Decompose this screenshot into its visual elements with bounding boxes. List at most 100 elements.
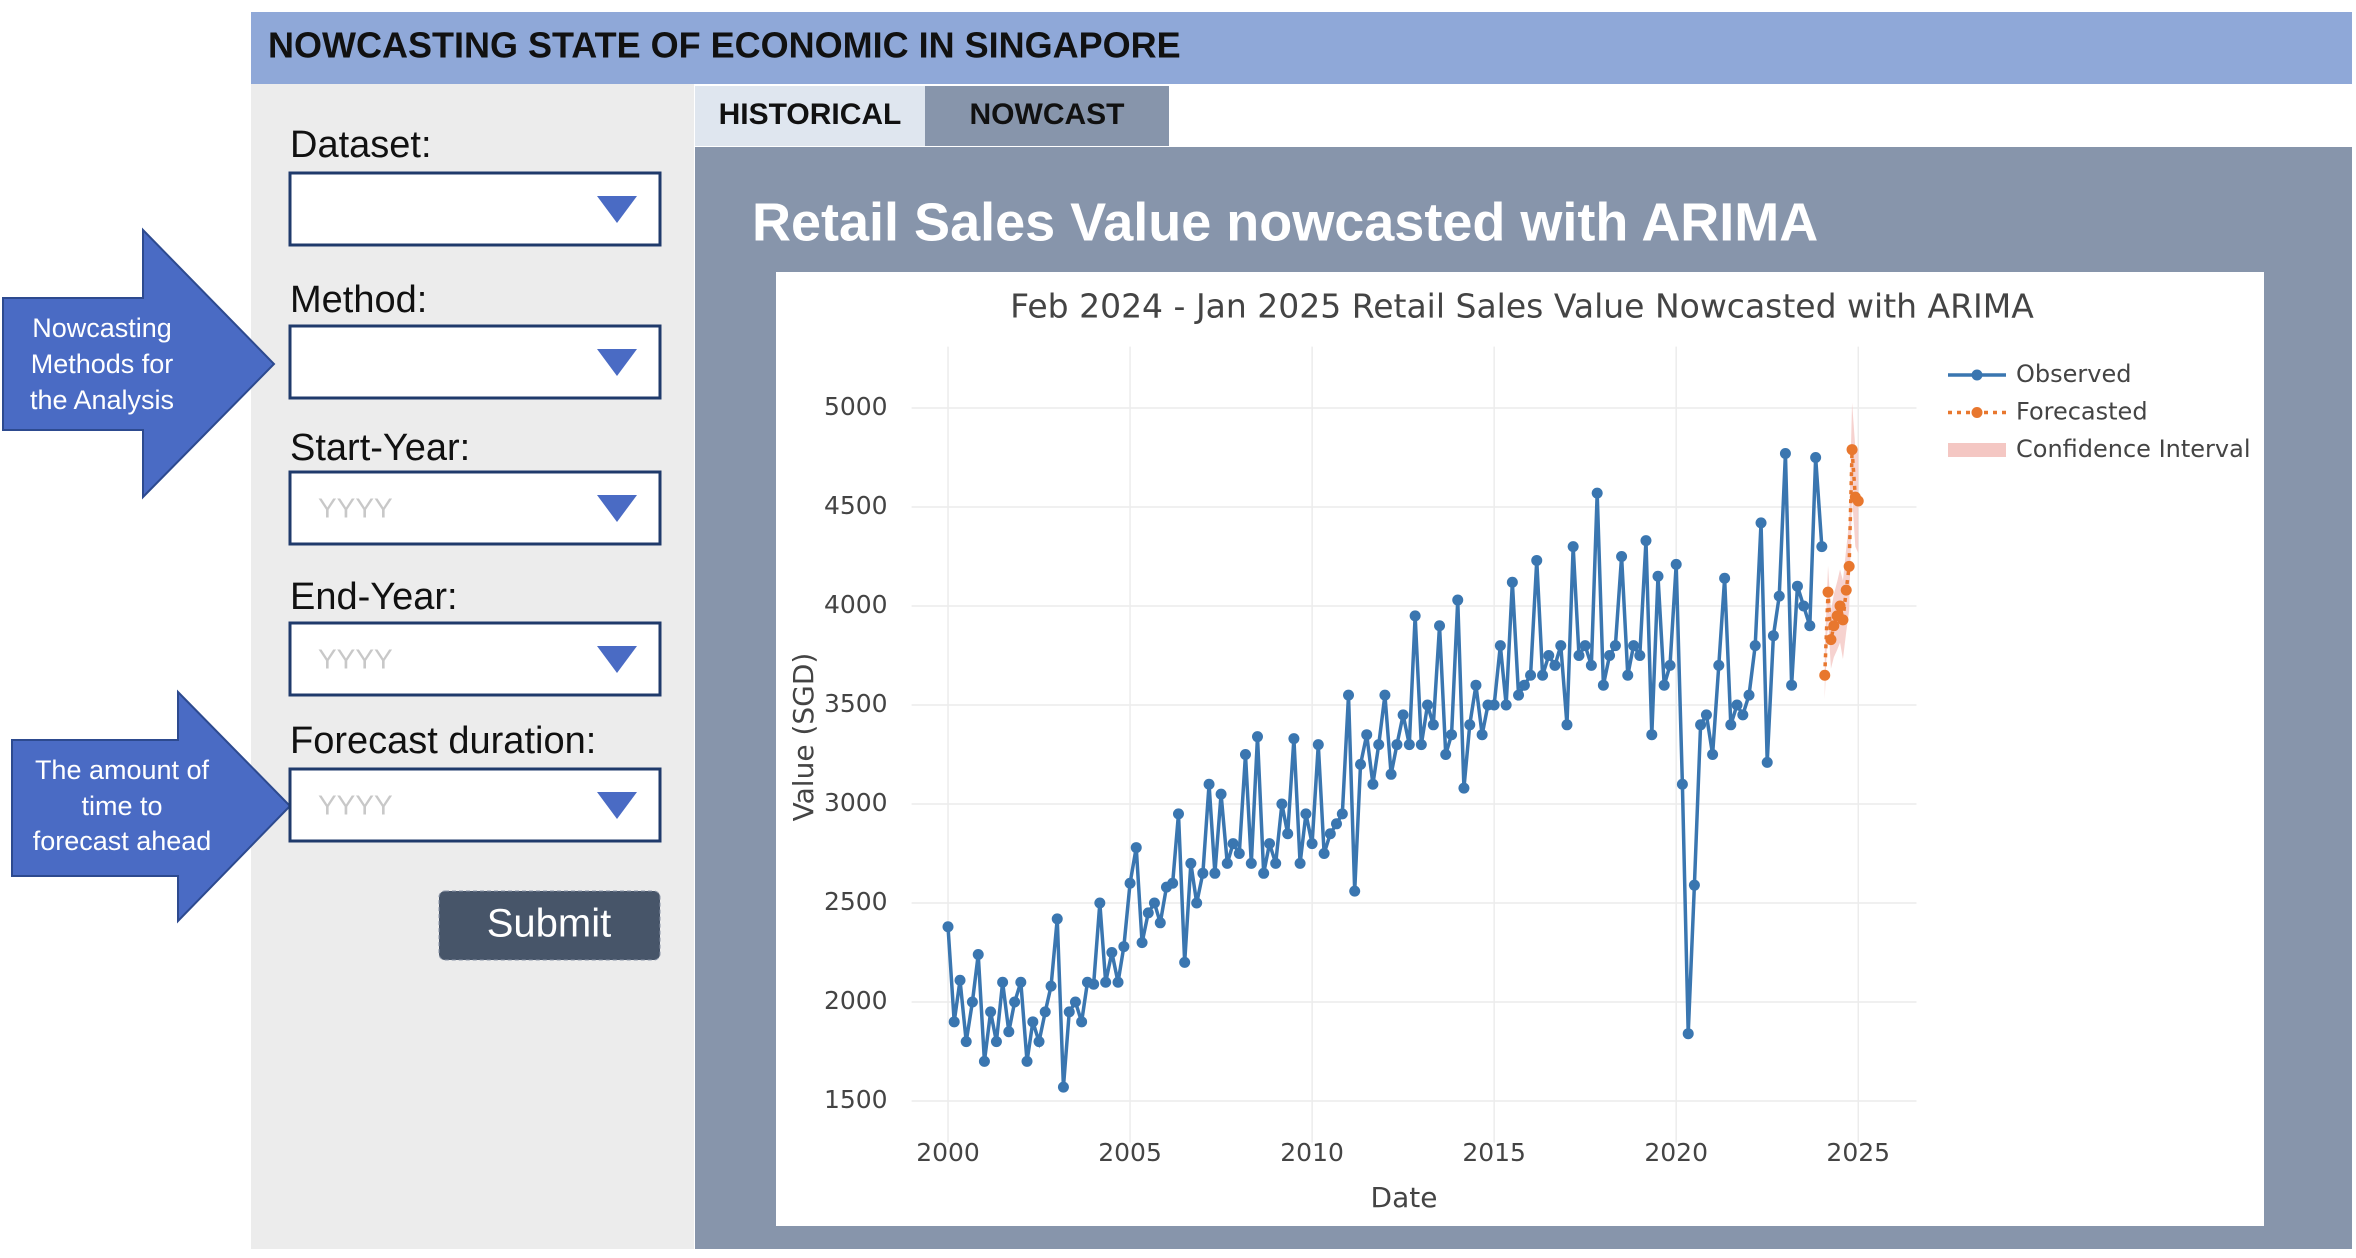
- data-point: [1779, 448, 1791, 460]
- data-point: [1221, 857, 1233, 869]
- data-point: [1676, 778, 1688, 790]
- data-point: [1731, 699, 1743, 711]
- dropdown-arrow[interactable]: [597, 792, 637, 819]
- y-axis-label: Value (SGD): [787, 653, 820, 822]
- data-point: [1258, 867, 1270, 879]
- data-point: [1567, 541, 1579, 553]
- data-point: [1658, 679, 1670, 691]
- tab-historical[interactable]: [695, 86, 925, 146]
- dropdown-arrow[interactable]: [597, 196, 637, 223]
- data-point: [1609, 640, 1621, 652]
- dropdown-arrow[interactable]: [597, 349, 637, 376]
- data-point: [1276, 798, 1288, 810]
- data-point: [1239, 749, 1251, 761]
- data-point: [1172, 808, 1184, 820]
- data-point: [1373, 739, 1385, 751]
- data-point: [960, 1036, 972, 1048]
- data-point: [1622, 669, 1634, 681]
- legend-marker: [1971, 369, 1983, 381]
- data-point: [1027, 1016, 1039, 1028]
- data-point: [1725, 719, 1737, 731]
- data-point: [1843, 560, 1855, 572]
- placeholder: YYYY: [318, 492, 393, 523]
- data-point: [1233, 848, 1245, 860]
- x-axis-label: Date: [1371, 1181, 1438, 1214]
- data-point: [1834, 600, 1846, 612]
- data-point: [1446, 729, 1458, 741]
- data-point: [1409, 610, 1421, 622]
- data-point: [1203, 778, 1215, 790]
- callout-text: the Analysis: [30, 385, 174, 415]
- data-point: [1185, 857, 1197, 869]
- dropdown[interactable]: [288, 767, 662, 843]
- data-point: [1179, 956, 1191, 968]
- y-tick-label: 4000: [824, 590, 888, 619]
- data-point: [1737, 709, 1749, 721]
- data-point: [1215, 788, 1227, 800]
- data-point: [1549, 659, 1561, 671]
- data-point: [1361, 729, 1373, 741]
- data-point: [1379, 689, 1391, 701]
- data-point: [1245, 857, 1257, 869]
- data-point: [1076, 1016, 1088, 1028]
- x-tick-label: 2015: [1462, 1138, 1526, 1167]
- x-tick-label: 2000: [916, 1138, 980, 1167]
- data-point: [1749, 640, 1761, 652]
- callout-arrow: [2, 227, 276, 500]
- data-point: [1154, 917, 1166, 929]
- header-bar: [251, 12, 2352, 84]
- tab-label[interactable]: NOWCAST: [970, 98, 1125, 131]
- data-point: [1494, 640, 1506, 652]
- data-point: [1840, 584, 1852, 596]
- data-point: [1500, 699, 1512, 711]
- data-point: [1828, 620, 1840, 632]
- data-point: [1300, 808, 1312, 820]
- tab-nowcast[interactable]: [925, 86, 1169, 146]
- y-tick-label: 5000: [824, 392, 888, 421]
- dropdown[interactable]: [288, 324, 662, 400]
- data-point: [1506, 576, 1518, 588]
- data-point: [1039, 1006, 1051, 1018]
- data-point: [985, 1006, 997, 1018]
- dropdown[interactable]: [288, 470, 662, 546]
- data-point: [997, 976, 1009, 988]
- callout-arrow: [11, 689, 292, 924]
- data-point: [1700, 709, 1712, 721]
- callout-text: forecast ahead: [33, 826, 212, 856]
- dropdown[interactable]: [288, 171, 662, 247]
- submit-label[interactable]: Submit: [487, 902, 612, 946]
- y-tick-label: 2000: [824, 986, 888, 1015]
- data-point: [1118, 941, 1130, 953]
- data-point: [1652, 570, 1664, 582]
- data-point: [1422, 699, 1434, 711]
- data-point: [1427, 719, 1439, 731]
- data-point: [1124, 877, 1136, 889]
- data-point: [1197, 867, 1209, 879]
- data-point: [1403, 739, 1415, 751]
- data-point: [1336, 808, 1348, 820]
- dropdown-arrow[interactable]: [597, 646, 637, 673]
- field-label: Method:: [290, 279, 427, 321]
- data-point: [1664, 659, 1676, 671]
- data-point: [1367, 778, 1379, 790]
- data-point: [1597, 679, 1609, 691]
- data-point: [1343, 689, 1355, 701]
- y-tick-label: 2500: [824, 887, 888, 916]
- data-point: [1616, 550, 1628, 562]
- tab-label[interactable]: HISTORICAL: [719, 98, 902, 131]
- data-point: [1591, 487, 1603, 499]
- data-point: [1719, 572, 1731, 584]
- dropdown-arrow[interactable]: [597, 495, 637, 522]
- data-point: [1167, 877, 1179, 889]
- legend-label: Confidence Interval: [2016, 435, 2250, 463]
- dropdown[interactable]: [288, 621, 662, 697]
- data-point: [1312, 739, 1324, 751]
- data-point: [1094, 897, 1106, 909]
- data-point: [1069, 996, 1081, 1008]
- submit-button[interactable]: [438, 890, 661, 961]
- chart-area: [776, 272, 2264, 1226]
- x-tick-label: 2010: [1280, 1138, 1344, 1167]
- data-point: [1106, 947, 1118, 959]
- data-point: [1009, 996, 1021, 1008]
- panel-title: Retail Sales Value nowcasted with ARIMA: [752, 192, 1818, 252]
